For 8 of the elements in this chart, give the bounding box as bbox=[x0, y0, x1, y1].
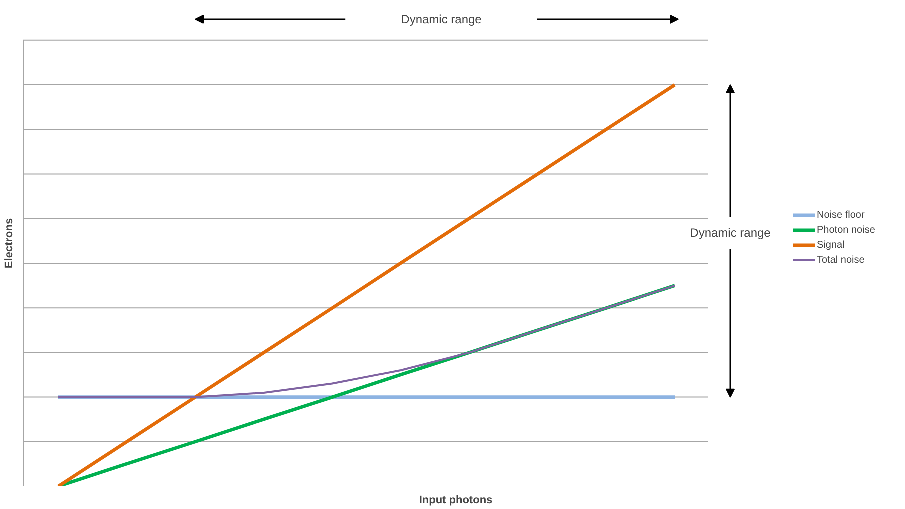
x-axis-title: Input photons bbox=[419, 494, 493, 506]
text: Dynamic range bbox=[401, 12, 482, 26]
legend-label: Noise floor bbox=[817, 209, 865, 221]
y-axis-title: Electrons bbox=[4, 218, 16, 269]
annotation: Dynamic range bbox=[690, 226, 772, 240]
legend-label: Signal bbox=[817, 239, 845, 251]
legend-label: Photon noise bbox=[817, 224, 876, 236]
legend-label: Total noise bbox=[817, 254, 865, 266]
